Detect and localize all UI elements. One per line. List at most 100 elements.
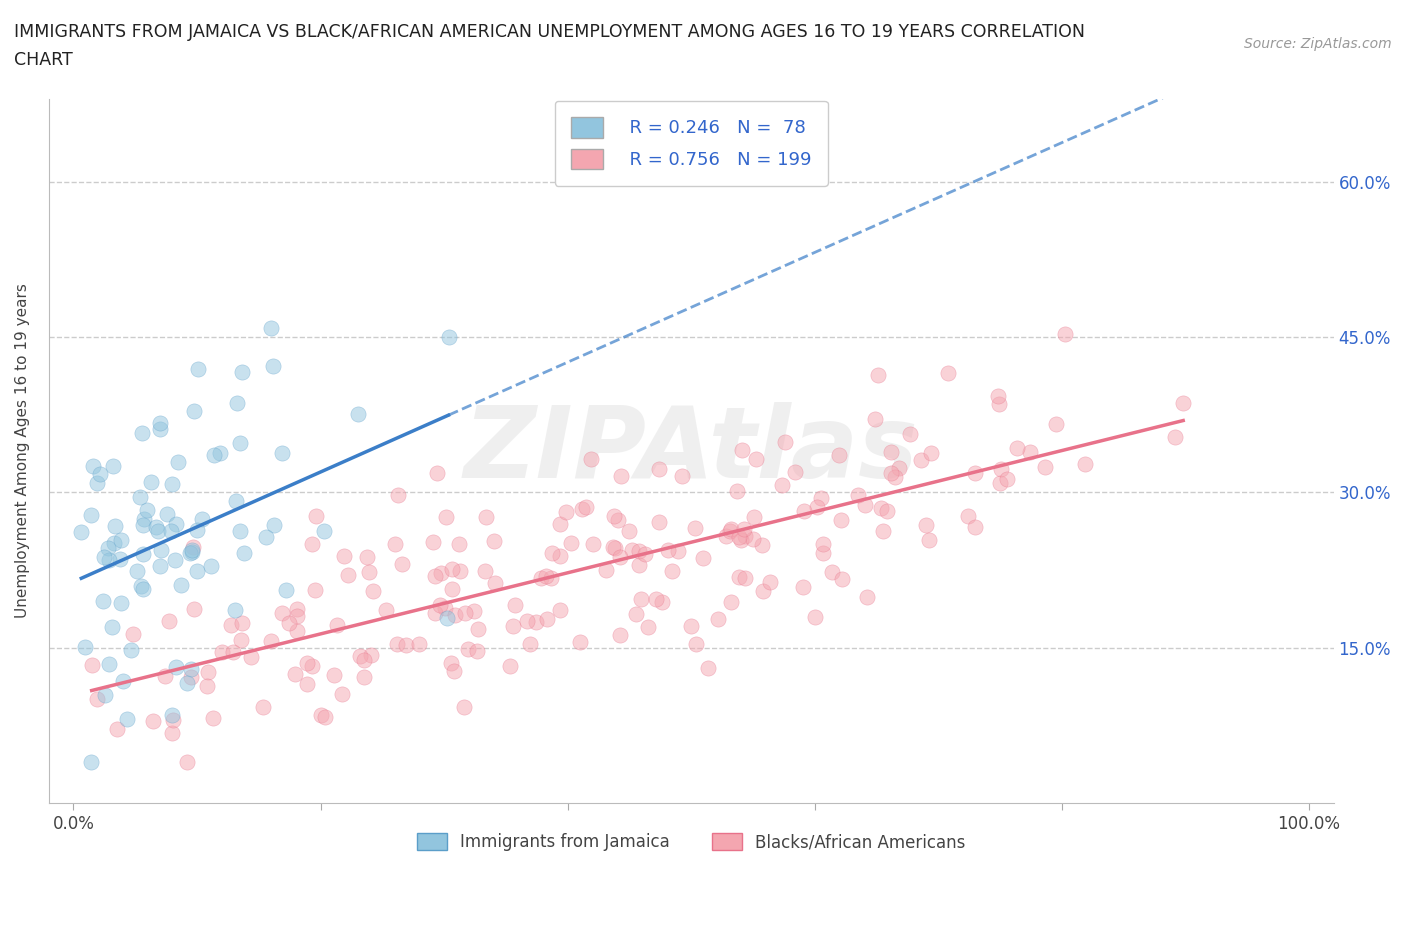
Point	[792, 579, 814, 594]
Point	[830, 512, 852, 527]
Point	[150, 542, 173, 557]
Point	[208, 445, 231, 460]
Point	[540, 570, 562, 585]
Point	[301, 658, 323, 673]
Point	[94, 687, 117, 702]
Point	[160, 707, 183, 722]
Point	[80, 658, 103, 672]
Point	[170, 578, 193, 593]
Point	[637, 619, 659, 634]
Point	[239, 650, 262, 665]
Point	[548, 603, 571, 618]
Point	[165, 517, 187, 532]
Point	[880, 445, 903, 459]
Point	[745, 452, 768, 467]
Point	[884, 470, 907, 485]
Point	[260, 320, 283, 335]
Point	[1018, 445, 1040, 459]
Point	[866, 367, 889, 382]
Point	[117, 711, 139, 726]
Point	[181, 542, 204, 557]
Point	[263, 518, 285, 533]
Point	[132, 517, 155, 532]
Point	[120, 643, 142, 658]
Point	[163, 552, 186, 567]
Point	[222, 644, 245, 659]
Point	[516, 613, 538, 628]
Point	[821, 565, 844, 580]
Point	[571, 501, 593, 516]
Point	[422, 535, 444, 550]
Point	[391, 556, 413, 571]
Point	[648, 514, 671, 529]
Point	[530, 570, 553, 585]
Point	[770, 478, 793, 493]
Point	[575, 500, 598, 515]
Point	[582, 537, 605, 551]
Point	[441, 581, 464, 596]
Point	[437, 330, 460, 345]
Point	[734, 528, 756, 543]
Point	[720, 522, 742, 537]
Point	[295, 656, 318, 671]
Point	[683, 521, 706, 536]
Point	[1054, 326, 1077, 341]
Point	[231, 632, 253, 647]
Point	[231, 365, 253, 379]
Point	[793, 504, 815, 519]
Point	[385, 637, 408, 652]
Point	[1007, 440, 1029, 455]
Point	[91, 593, 114, 608]
Point	[671, 469, 693, 484]
Point	[718, 524, 741, 538]
Point	[75, 640, 97, 655]
Point	[395, 637, 418, 652]
Point	[692, 551, 714, 565]
Point	[876, 503, 898, 518]
Point	[560, 536, 582, 551]
Point	[1074, 457, 1097, 472]
Point	[449, 564, 471, 578]
Point	[679, 618, 702, 633]
Point	[502, 618, 524, 633]
Point	[804, 610, 827, 625]
Y-axis label: Unemployment Among Ages 16 to 19 years: Unemployment Among Ages 16 to 19 years	[15, 284, 30, 618]
Point	[484, 576, 506, 591]
Point	[149, 416, 172, 431]
Point	[602, 539, 624, 554]
Point	[326, 618, 349, 632]
Point	[149, 558, 172, 573]
Point	[187, 362, 209, 377]
Point	[254, 529, 277, 544]
Point	[995, 472, 1018, 486]
Point	[384, 536, 406, 551]
Point	[277, 615, 299, 630]
Point	[229, 435, 252, 450]
Point	[988, 476, 1011, 491]
Point	[183, 539, 205, 554]
Point	[162, 712, 184, 727]
Point	[956, 509, 979, 524]
Point	[454, 605, 477, 620]
Point	[110, 532, 132, 547]
Point	[430, 565, 453, 580]
Point	[463, 604, 485, 618]
Point	[581, 452, 603, 467]
Point	[630, 591, 652, 606]
Point	[260, 634, 283, 649]
Point	[104, 518, 127, 533]
Point	[634, 547, 657, 562]
Point	[224, 603, 246, 618]
Point	[197, 665, 219, 680]
Point	[987, 388, 1010, 403]
Point	[202, 448, 225, 463]
Point	[285, 602, 308, 617]
Point	[503, 598, 526, 613]
Point	[314, 710, 336, 724]
Point	[645, 591, 668, 606]
Point	[167, 455, 190, 470]
Point	[811, 537, 834, 551]
Point	[519, 637, 541, 652]
Point	[752, 584, 775, 599]
Point	[1164, 430, 1187, 445]
